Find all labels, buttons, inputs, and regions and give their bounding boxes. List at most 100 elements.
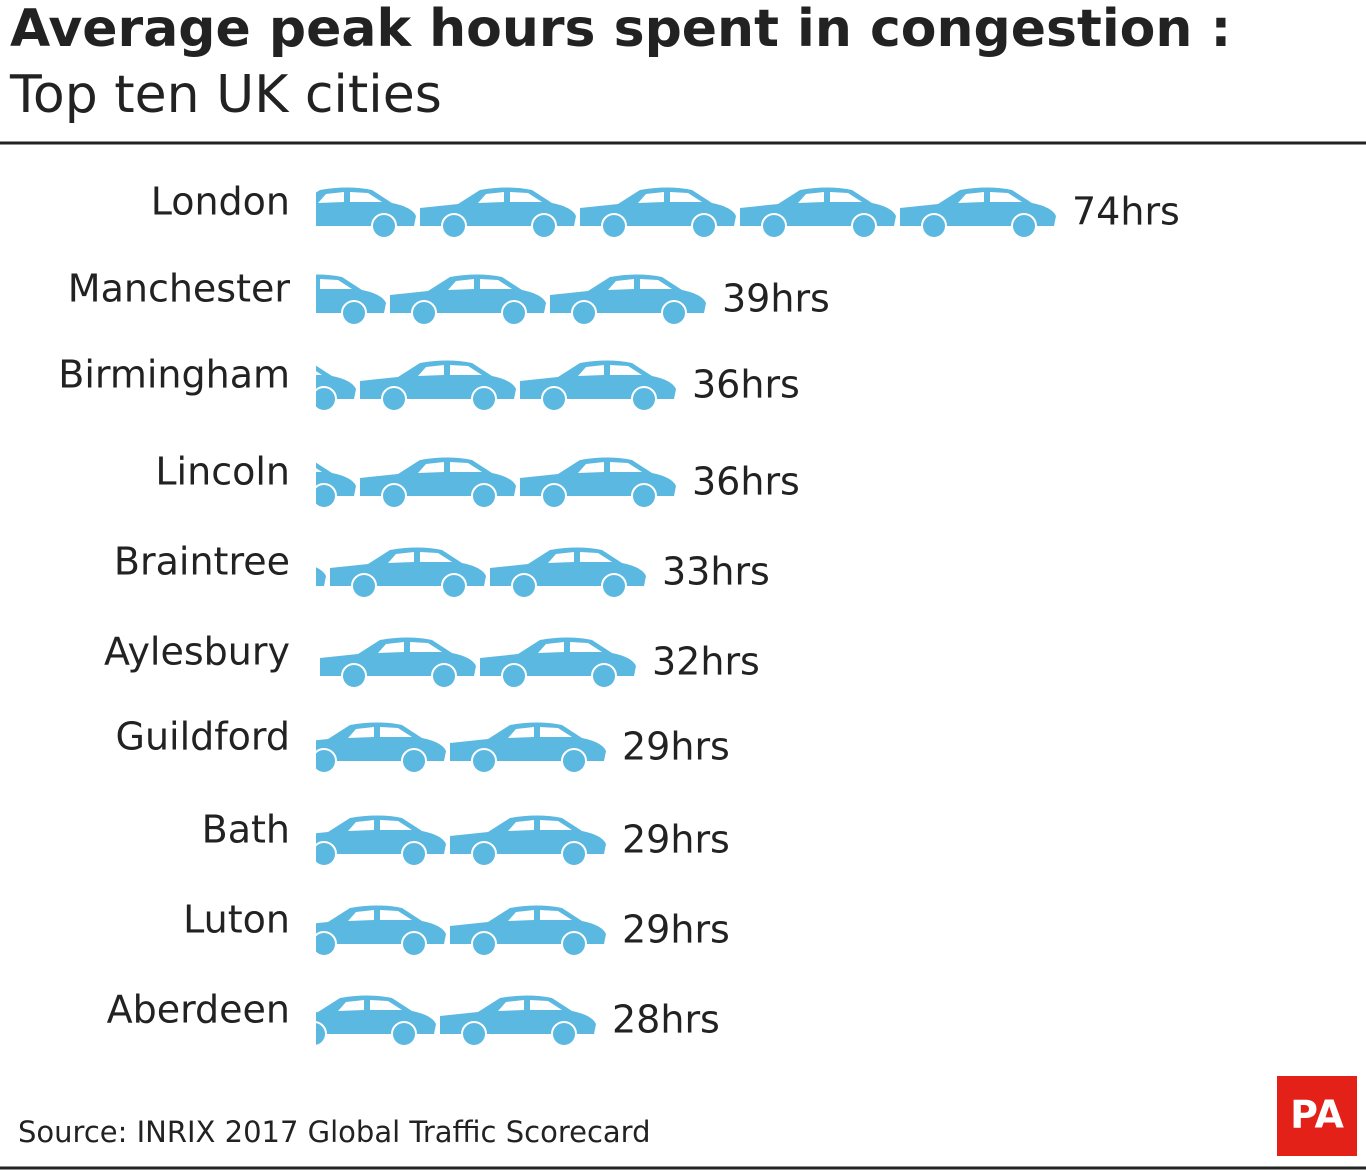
value-label: 33hrs — [662, 550, 770, 594]
car-window — [578, 365, 642, 376]
category-label: London — [151, 180, 290, 224]
car-window — [548, 552, 612, 563]
car-wheel — [631, 386, 657, 412]
category-label: Braintree — [114, 540, 290, 584]
car-wheel — [691, 213, 717, 239]
car-wheel — [351, 573, 377, 599]
car-wheel — [471, 386, 497, 412]
car-wheel — [591, 663, 617, 689]
car-wheel — [471, 931, 497, 957]
car-window — [578, 462, 642, 473]
car-wheel — [471, 483, 497, 509]
car-window — [608, 279, 672, 290]
car-wheel — [501, 300, 527, 326]
car-wheel — [471, 841, 497, 867]
car-icon — [450, 815, 606, 867]
value-label: 29hrs — [622, 818, 730, 862]
car-wheel — [561, 931, 587, 957]
car-icon — [580, 187, 736, 239]
car-wheel — [381, 386, 407, 412]
category-label: Bath — [202, 808, 290, 852]
chart-subtitle: Top ten UK cities — [9, 65, 442, 125]
bar — [316, 457, 676, 509]
value-label: 36hrs — [692, 363, 800, 407]
car-wheel — [541, 386, 567, 412]
car-wheel — [316, 386, 337, 412]
car-icon — [480, 637, 636, 689]
logo: PA — [1290, 1093, 1344, 1137]
category-label: Lincoln — [155, 450, 290, 494]
bar — [316, 905, 606, 957]
car-wheel — [316, 483, 337, 509]
category-label: Guildford — [116, 715, 290, 759]
category-label: Aberdeen — [107, 988, 290, 1032]
car-wheel — [316, 931, 337, 957]
car-wheel — [401, 841, 427, 867]
car-wheel — [371, 213, 397, 239]
car-wheel — [601, 573, 627, 599]
value-label: 29hrs — [622, 725, 730, 769]
car-wheel — [316, 841, 337, 867]
car-icon — [330, 547, 486, 599]
car-icon — [316, 722, 446, 774]
bar — [316, 815, 606, 867]
car-icon — [520, 360, 676, 412]
car-window — [798, 192, 862, 203]
car-body — [316, 567, 326, 586]
car-icon — [900, 187, 1056, 239]
bar — [316, 187, 1056, 239]
car-window — [418, 462, 482, 473]
value-label: 36hrs — [692, 460, 800, 504]
car-wheel — [391, 1021, 417, 1047]
car-window — [508, 820, 572, 831]
car-wheel — [921, 213, 947, 239]
car-window — [448, 279, 512, 290]
car-window — [508, 910, 572, 921]
car-wheel — [661, 300, 687, 326]
car-window — [638, 192, 702, 203]
car-window — [348, 910, 412, 921]
car-wheel — [431, 663, 457, 689]
car-icon — [740, 187, 896, 239]
car-wheel — [381, 483, 407, 509]
car-window — [418, 365, 482, 376]
car-icon — [360, 457, 516, 509]
car-wheel — [401, 748, 427, 774]
car-window — [958, 192, 1022, 203]
car-icon — [316, 274, 386, 326]
value-label: 29hrs — [622, 908, 730, 952]
car-wheel — [461, 1021, 487, 1047]
car-wheel — [441, 573, 467, 599]
car-wheel — [551, 1021, 577, 1047]
car-wheel — [341, 300, 367, 326]
car-wheel — [851, 213, 877, 239]
car-icon — [316, 365, 356, 412]
car-window — [378, 642, 442, 653]
car-window — [348, 727, 412, 738]
car-wheel — [341, 663, 367, 689]
car-wheel — [541, 483, 567, 509]
car-wheel — [561, 748, 587, 774]
chart-title: Average peak hours spent in congestion : — [10, 0, 1231, 59]
car-wheel — [411, 300, 437, 326]
car-window — [498, 1000, 562, 1011]
car-icon — [550, 274, 706, 326]
car-window — [478, 192, 542, 203]
car-window — [538, 642, 602, 653]
car-icon — [316, 567, 326, 586]
category-label: Manchester — [68, 267, 291, 311]
car-wheel — [531, 213, 557, 239]
car-icon — [420, 187, 576, 239]
value-label: 74hrs — [1072, 190, 1180, 234]
car-icon — [316, 187, 416, 239]
car-wheel — [441, 213, 467, 239]
car-wheel — [511, 573, 537, 599]
bar — [316, 274, 706, 326]
car-window — [348, 820, 412, 831]
bar — [316, 360, 676, 412]
car-icon — [316, 905, 446, 957]
car-wheel — [631, 483, 657, 509]
car-window — [318, 192, 382, 203]
bar — [316, 995, 596, 1047]
source: Source: INRIX 2017 Global Traffic Scorec… — [18, 1115, 650, 1149]
